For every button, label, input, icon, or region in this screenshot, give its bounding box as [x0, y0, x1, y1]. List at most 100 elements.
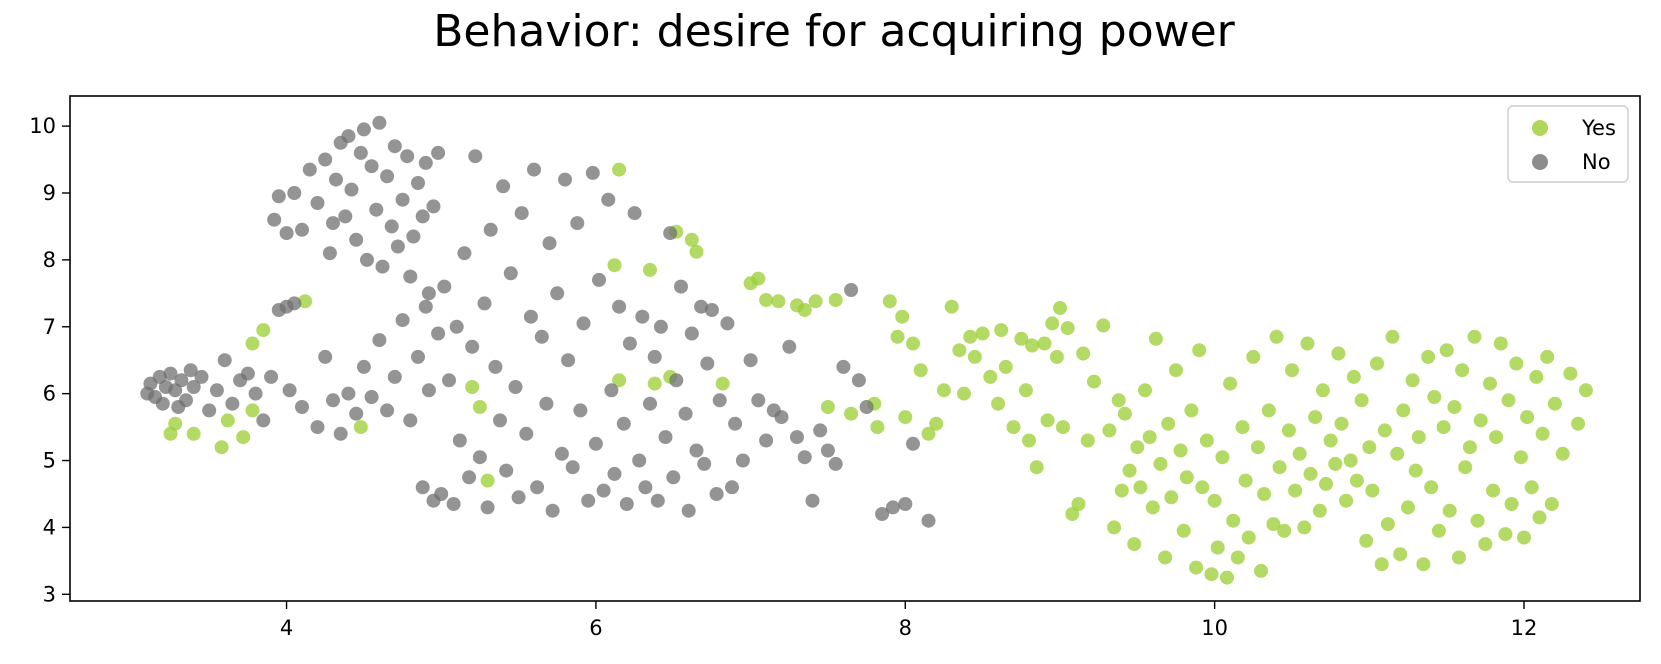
point-yes [186, 426, 201, 441]
point-yes [1122, 463, 1137, 478]
point-no [632, 453, 647, 468]
point-no [674, 279, 688, 294]
point-no [333, 426, 348, 441]
point-yes [214, 440, 229, 455]
x-tick-label: 6 [589, 616, 602, 640]
point-no [295, 222, 309, 237]
point-no [813, 423, 828, 438]
point-yes [472, 400, 487, 414]
point-yes [1210, 540, 1225, 555]
point-no [356, 359, 371, 374]
point-yes [220, 413, 235, 428]
point-yes [1184, 403, 1199, 418]
point-yes [1458, 460, 1473, 475]
point-yes [1006, 420, 1021, 435]
point-no [364, 390, 379, 404]
point-yes [1319, 476, 1333, 491]
point-no [372, 115, 387, 130]
point-yes [1164, 490, 1179, 505]
point-no [678, 406, 693, 421]
series-yes [163, 162, 1593, 585]
point-no [295, 400, 309, 414]
point-no [406, 229, 421, 244]
point-yes [1176, 523, 1191, 538]
y-tick-label: 8 [43, 248, 56, 272]
point-yes [1254, 563, 1268, 578]
legend-marker-yes [1532, 120, 1548, 136]
point-yes [771, 294, 786, 309]
point-no [310, 420, 325, 435]
point-no [217, 353, 232, 368]
point-no [530, 480, 545, 495]
point-no [472, 450, 487, 465]
point-no [782, 339, 797, 354]
point-yes [236, 430, 251, 445]
point-no [844, 283, 859, 297]
y-axis: 3 4 5 6 7 8 9 10 [29, 114, 70, 606]
point-no [411, 349, 425, 364]
point-no [403, 269, 418, 284]
point-no [828, 456, 843, 471]
point-yes [1517, 530, 1531, 545]
point-yes [1513, 450, 1528, 465]
point-yes [1328, 456, 1343, 471]
point-no [550, 286, 565, 301]
point-no [483, 222, 498, 237]
point-yes [1117, 406, 1132, 421]
point-yes [1493, 336, 1508, 351]
point-yes [1261, 403, 1276, 418]
point-yes [353, 420, 368, 435]
point-yes [890, 329, 905, 344]
point-no [542, 236, 557, 251]
point-no [573, 403, 588, 418]
point-no [415, 209, 430, 224]
point-no [452, 433, 467, 448]
point-no [539, 396, 554, 411]
point-no [545, 503, 560, 518]
point-yes [1501, 393, 1516, 408]
point-no [592, 272, 606, 287]
point-yes [828, 293, 843, 307]
point-yes [1467, 329, 1482, 344]
point-no [906, 436, 920, 451]
point-yes [820, 400, 835, 414]
point-yes [1365, 483, 1380, 498]
point-no [638, 480, 653, 495]
point-no [248, 386, 263, 401]
point-yes [1277, 523, 1292, 538]
point-no [360, 252, 374, 267]
point-yes [1396, 403, 1411, 418]
point-no [380, 403, 395, 418]
point-no [322, 246, 337, 261]
point-no [508, 380, 523, 394]
point-yes [1241, 530, 1256, 545]
point-no [570, 216, 585, 231]
point-no [612, 299, 627, 314]
point-yes [1158, 550, 1173, 565]
point-yes [298, 294, 313, 309]
point-yes [1442, 503, 1457, 518]
point-no [684, 326, 699, 341]
point-yes [1192, 343, 1207, 358]
point-no [375, 259, 390, 274]
point-yes [1257, 487, 1272, 501]
point-yes [1189, 560, 1204, 575]
point-no [468, 149, 483, 164]
point-yes [895, 309, 910, 324]
point-no [836, 359, 851, 374]
point-yes [1447, 400, 1462, 414]
point-yes [1269, 329, 1284, 344]
point-no [411, 176, 425, 190]
plot-frame [69, 95, 1641, 602]
point-yes [1076, 346, 1091, 361]
point-no [387, 139, 402, 154]
point-no [790, 430, 804, 445]
point-yes [1509, 356, 1524, 371]
point-yes [1563, 366, 1578, 381]
point-no [326, 393, 340, 408]
point-no [805, 493, 820, 508]
point-no [356, 122, 371, 137]
point-yes [1334, 416, 1349, 431]
point-yes [1370, 356, 1384, 371]
legend-marker-no [1532, 154, 1548, 170]
